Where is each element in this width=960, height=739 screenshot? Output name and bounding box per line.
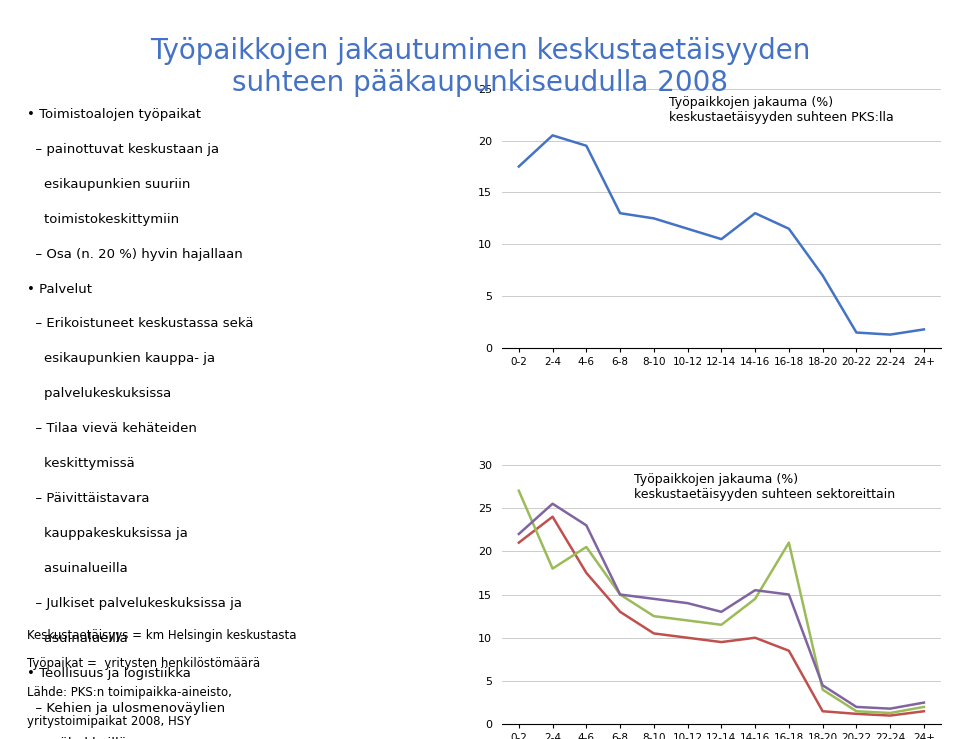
Text: Työpaikat =  yritysten henkilöstömäärä: Työpaikat = yritysten henkilöstömäärä: [27, 658, 260, 670]
Toimisto: [513, 538, 524, 547]
Text: – Päivittäistavara: – Päivittäistavara: [27, 492, 150, 505]
Line: Palvelut: Palvelut: [518, 504, 924, 709]
Text: Työpaikkojen jakautuminen keskustaetäisyyden
suhteen pääkaupunkiseudulla 2008: Työpaikkojen jakautuminen keskustaetäisy…: [150, 37, 810, 98]
Line: Teoll&logistiikka: Teoll&logistiikka: [518, 491, 924, 713]
Teoll&logistiikka: [648, 612, 660, 621]
Teoll&logistiikka: [783, 538, 795, 547]
Palvelut: [851, 703, 862, 712]
Text: Työpaikkojen jakauma (%)
keskustaetäisyyden suhteen PKS:lla: Työpaikkojen jakauma (%) keskustaetäisyy…: [669, 97, 894, 124]
Text: – Julkiset palvelukeskuksissa ja: – Julkiset palvelukeskuksissa ja: [27, 597, 242, 610]
Text: – Erikoistuneet keskustassa sekä: – Erikoistuneet keskustassa sekä: [27, 318, 253, 330]
Text: toimistokeskittymiin: toimistokeskittymiin: [27, 213, 180, 225]
Text: yritystoimipaikat 2008, HSY: yritystoimipaikat 2008, HSY: [27, 715, 191, 728]
Text: • Palvelut: • Palvelut: [27, 282, 92, 296]
Toimisto: [682, 633, 693, 642]
Teoll&logistiikka: [715, 620, 727, 629]
Palvelut: [750, 586, 761, 595]
Text: asuinalueilla: asuinalueilla: [27, 632, 128, 645]
Line: Toimisto: Toimisto: [518, 517, 924, 715]
Toimisto: [783, 647, 795, 655]
Palvelut: [581, 521, 592, 530]
Text: kauppakeskuksissa ja: kauppakeskuksissa ja: [27, 527, 188, 540]
Toimisto: [715, 638, 727, 647]
Text: – Kehien ja ulosmenoväylien: – Kehien ja ulosmenoväylien: [27, 702, 226, 715]
Palvelut: [817, 681, 828, 689]
Toimisto: [918, 706, 929, 715]
Palvelut: [547, 500, 559, 508]
Toimisto: [817, 706, 828, 715]
Palvelut: [648, 594, 660, 603]
Text: Lähde: PKS:n toimipaikka-aineisto,: Lähde: PKS:n toimipaikka-aineisto,: [27, 686, 232, 699]
Text: • Toimistoalojen työpaikat: • Toimistoalojen työpaikat: [27, 108, 202, 120]
Text: – Tilaa vievä kehäteiden: – Tilaa vievä kehäteiden: [27, 423, 197, 435]
Text: vyöhykkeillä: vyöhykkeillä: [27, 737, 127, 739]
Text: Työpaikkojen jakauma (%)
keskustaetäisyyden suhteen sektoreittain: Työpaikkojen jakauma (%) keskustaetäisyy…: [634, 473, 895, 500]
Teoll&logistiikka: [851, 706, 862, 715]
Teoll&logistiikka: [513, 486, 524, 495]
Teoll&logistiikka: [581, 542, 592, 551]
Text: – painottuvat keskustaan ja: – painottuvat keskustaan ja: [27, 143, 219, 156]
Text: Keskustaetäisyys = km Helsingin keskustasta: Keskustaetäisyys = km Helsingin keskusta…: [27, 629, 297, 642]
Teoll&logistiikka: [918, 703, 929, 712]
Teoll&logistiikka: [817, 685, 828, 694]
Toimisto: [851, 709, 862, 718]
Palvelut: [614, 590, 626, 599]
Toimisto: [648, 629, 660, 638]
Text: palvelukeskuksissa: palvelukeskuksissa: [27, 387, 172, 401]
Toimisto: [750, 633, 761, 642]
Toimisto: [547, 512, 559, 521]
Palvelut: [783, 590, 795, 599]
Teoll&logistiikka: [614, 590, 626, 599]
Toimisto: [884, 711, 896, 720]
Palvelut: [918, 698, 929, 707]
Teoll&logistiikka: [547, 564, 559, 573]
Toimisto: [581, 568, 592, 577]
Teoll&logistiikka: [750, 594, 761, 603]
Palvelut: [513, 530, 524, 539]
Palvelut: [884, 704, 896, 713]
Text: asuinalueilla: asuinalueilla: [27, 562, 128, 575]
Text: esikaupunkien kauppa- ja: esikaupunkien kauppa- ja: [27, 353, 215, 365]
Text: keskittymissä: keskittymissä: [27, 457, 135, 470]
Toimisto: [614, 607, 626, 616]
Teoll&logistiikka: [682, 616, 693, 625]
Palvelut: [682, 599, 693, 607]
Text: • Teollisuus ja logistiikka: • Teollisuus ja logistiikka: [27, 667, 191, 680]
Text: esikaupunkien suuriin: esikaupunkien suuriin: [27, 177, 190, 191]
Palvelut: [715, 607, 727, 616]
Text: – Osa (n. 20 %) hyvin hajallaan: – Osa (n. 20 %) hyvin hajallaan: [27, 248, 243, 261]
Teoll&logistiikka: [884, 709, 896, 718]
